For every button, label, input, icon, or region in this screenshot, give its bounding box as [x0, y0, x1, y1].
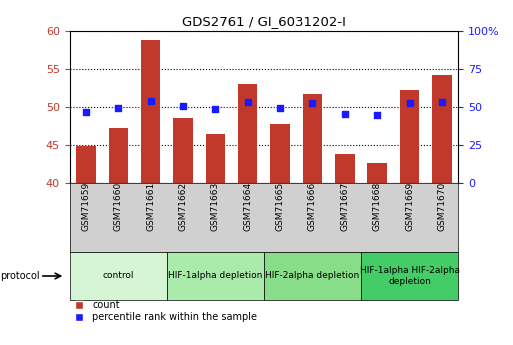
Point: [82, 109, 90, 115]
Bar: [173, 118, 193, 183]
Title: GDS2761 / GI_6031202-I: GDS2761 / GI_6031202-I: [182, 16, 346, 29]
FancyBboxPatch shape: [264, 252, 361, 300]
Text: HIF-1alpha HIF-2alpha
depletion: HIF-1alpha HIF-2alpha depletion: [360, 266, 460, 286]
Point: [438, 99, 446, 105]
Text: protocol: protocol: [1, 271, 40, 281]
Text: HIF-2alpha depletion: HIF-2alpha depletion: [265, 272, 360, 280]
Point: [373, 112, 381, 118]
FancyBboxPatch shape: [361, 252, 458, 300]
Text: HIF-1alpha depletion: HIF-1alpha depletion: [168, 272, 263, 280]
Point: [179, 104, 187, 109]
FancyBboxPatch shape: [70, 252, 167, 300]
Legend: count, percentile rank within the sample: count, percentile rank within the sample: [70, 300, 257, 322]
Bar: [303, 94, 322, 183]
Bar: [109, 128, 128, 183]
Bar: [270, 124, 290, 183]
Bar: [432, 75, 451, 183]
Point: [308, 101, 317, 106]
Point: [405, 100, 413, 106]
Bar: [206, 134, 225, 183]
Point: [341, 111, 349, 117]
Bar: [76, 146, 95, 183]
Point: [276, 105, 284, 110]
Point: [114, 106, 123, 111]
Point: [211, 106, 220, 112]
Bar: [141, 40, 161, 183]
Point: [244, 99, 252, 105]
Bar: [335, 154, 354, 183]
FancyBboxPatch shape: [167, 252, 264, 300]
Bar: [400, 90, 419, 183]
Text: control: control: [103, 272, 134, 280]
Bar: [367, 163, 387, 183]
Bar: [238, 84, 258, 183]
Point: [147, 98, 155, 104]
